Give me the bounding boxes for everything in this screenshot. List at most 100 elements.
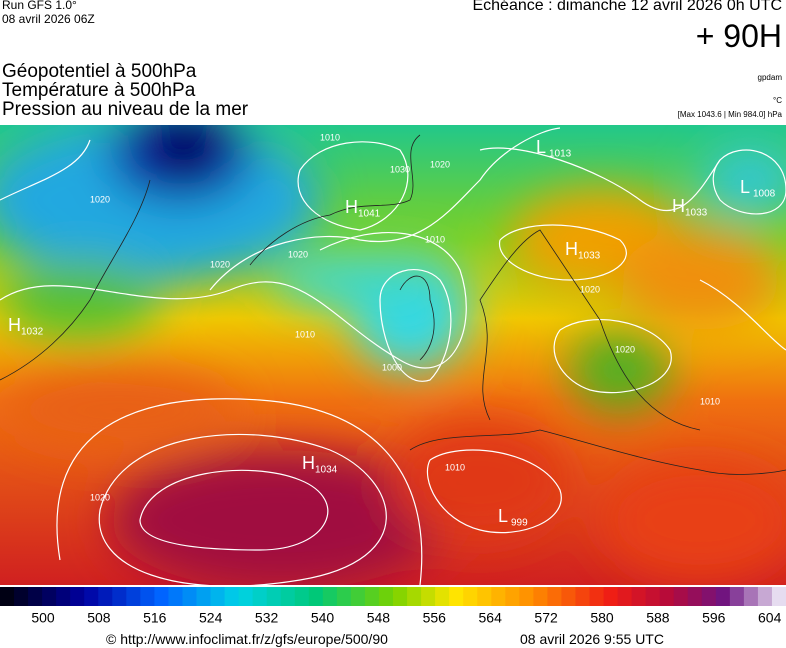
colorbar-swatch — [589, 587, 605, 606]
colorbar-label: 572 — [534, 610, 558, 626]
param: Température à 500hPa — [2, 80, 196, 101]
center-value: 999 — [511, 518, 528, 529]
isobar-label: 1010 — [295, 329, 315, 339]
colorbar-swatch — [533, 587, 548, 606]
lead-time: + 90H — [695, 18, 782, 54]
center-letter: L — [498, 506, 508, 526]
colorbar-swatch — [463, 587, 478, 606]
isobar-label: 1020 — [615, 344, 635, 354]
isobar-label: 1020 — [288, 249, 308, 259]
colorbar-swatch — [519, 587, 534, 606]
colorbar-swatch — [393, 587, 408, 606]
colorbar-swatch — [477, 587, 492, 606]
param: Pression au niveau de la mer — [2, 99, 249, 120]
colorbar-swatch — [757, 587, 773, 606]
coastlines — [0, 134, 786, 475]
colorbar-swatch — [266, 587, 282, 606]
center-value: 1008 — [753, 189, 776, 200]
center-letter: H — [672, 196, 685, 216]
isobars — [0, 127, 786, 585]
colorbar-swatch — [659, 587, 675, 606]
colorbar-swatch — [84, 587, 99, 606]
echeance: Echéance : dimanche 12 avril 2026 0h UTC — [472, 0, 782, 14]
unit: °C — [773, 96, 782, 105]
colorbar-swatch — [98, 587, 113, 606]
colorbar-swatch — [407, 587, 422, 606]
center-letter: H — [345, 197, 358, 217]
colorbar-label: 516 — [143, 610, 167, 626]
colorbar-swatch — [547, 587, 562, 606]
center-value: 1033 — [578, 251, 601, 262]
colorbar-swatch — [350, 587, 366, 606]
center-letter: H — [8, 315, 21, 335]
colorbar-swatch — [743, 587, 759, 606]
isobar-label: 1020 — [90, 194, 110, 204]
isobar-label: 1000 — [382, 362, 402, 372]
colorbar-swatch — [70, 587, 85, 606]
colorbar-label: 596 — [702, 610, 726, 626]
colorbar-swatch — [210, 587, 226, 606]
param: Géopotentiel à 500hPa — [2, 61, 197, 82]
footer-url: © http://www.infoclimat.fr/z/gfs/europe/… — [106, 631, 388, 647]
colorbar-swatch — [112, 587, 127, 606]
center-value: 1013 — [549, 149, 572, 160]
colorbar-swatch — [435, 587, 450, 606]
colorbar-label: 548 — [367, 610, 391, 626]
colorbar-label: 532 — [255, 610, 279, 626]
colorbar-swatch — [28, 587, 43, 606]
center-value: 1032 — [21, 327, 44, 338]
center-value: 1033 — [685, 208, 708, 219]
isobar-label: 1030 — [390, 164, 410, 174]
center-letter: L — [740, 177, 750, 197]
isobar-label: 1010 — [425, 234, 445, 244]
colorbar-swatch — [280, 587, 296, 606]
colorbar-swatch — [140, 587, 155, 606]
colorbar-swatch — [168, 587, 183, 606]
colorbar-label: 508 — [87, 610, 111, 626]
colorbar-swatch — [238, 587, 254, 606]
colorbar-swatch — [364, 587, 380, 606]
isobar-label: 1010 — [445, 462, 465, 472]
colorbar-swatch — [56, 587, 71, 606]
colorbar-swatch — [14, 587, 29, 606]
run-date: 08 avril 2026 06Z — [2, 12, 95, 26]
run: Run GFS 1.0° — [2, 0, 77, 12]
colorbar-swatch — [729, 587, 745, 606]
colorbar-swatch — [252, 587, 268, 606]
isobar-label: 1020 — [430, 159, 450, 169]
colorbar-label: 524 — [199, 610, 223, 626]
isobar-label: 1020 — [90, 492, 110, 502]
colorbar-swatch — [771, 587, 786, 606]
colorbar-label: 500 — [31, 610, 55, 626]
colorbar-swatch — [687, 587, 703, 606]
field — [0, 125, 786, 585]
colorbar-swatch — [701, 587, 717, 606]
colorbar-swatch — [603, 587, 619, 606]
center-letter: H — [302, 453, 315, 473]
colorbar-swatch — [421, 587, 436, 606]
colorbar-swatch — [308, 587, 324, 606]
footer-time: 08 avril 2026 9:55 UTC — [520, 631, 664, 647]
colorbar-swatch — [505, 587, 520, 606]
colorbar-swatch — [715, 587, 731, 606]
center-value: 1034 — [315, 465, 338, 476]
colorbar-label: 564 — [479, 610, 503, 626]
center-letter: L — [536, 137, 546, 157]
colorbar-label: 604 — [758, 610, 782, 626]
colorbar-swatch — [0, 587, 15, 606]
colorbar-swatch — [126, 587, 141, 606]
colorbar-swatch — [449, 587, 464, 606]
colorbar-swatch — [294, 587, 310, 606]
colorbar-label: 580 — [590, 610, 614, 626]
colorbar-swatch — [182, 587, 197, 606]
isobar-label: 1020 — [210, 259, 230, 269]
isobar-label: 1010 — [320, 132, 340, 142]
colorbar-swatch — [631, 587, 647, 606]
colorbar-swatch — [491, 587, 506, 606]
colorbar-swatch — [224, 587, 240, 606]
colorbar-swatch — [336, 587, 352, 606]
colorbar-swatch — [645, 587, 661, 606]
colorbar-swatch — [575, 587, 590, 606]
